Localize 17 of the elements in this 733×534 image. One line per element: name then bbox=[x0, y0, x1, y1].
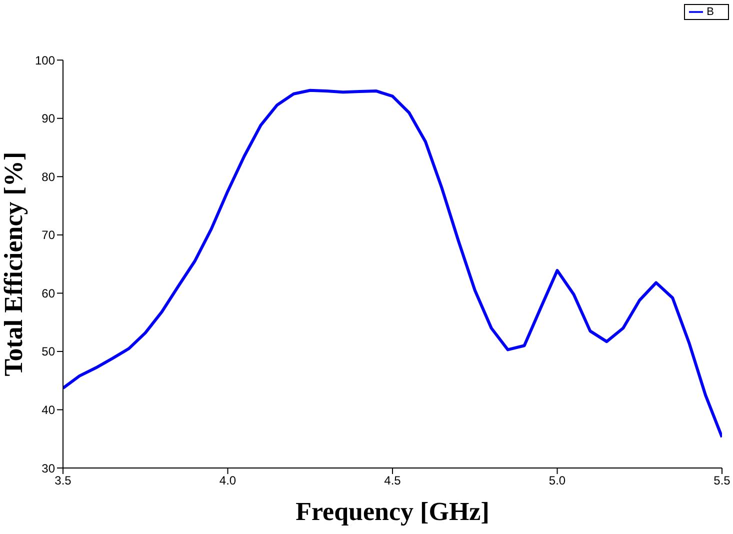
y-axis-title: Total Efficiency [%] bbox=[0, 152, 28, 376]
x-tick-label: 5.5 bbox=[714, 474, 731, 488]
y-tick-label: 40 bbox=[42, 402, 56, 417]
x-tick-label: 4.5 bbox=[384, 474, 402, 488]
y-tick-label: 100 bbox=[34, 53, 56, 68]
y-tick-label: 60 bbox=[42, 286, 56, 300]
x-tick-label: 5.0 bbox=[548, 474, 566, 488]
x-tick-label: 3.5 bbox=[54, 474, 72, 488]
y-tick-label: 30 bbox=[42, 461, 56, 476]
x-tick-label: 4.0 bbox=[219, 474, 236, 488]
y-tick-label: 70 bbox=[42, 228, 56, 242]
y-tick-label: 90 bbox=[42, 112, 56, 126]
y-tick-label: 80 bbox=[42, 170, 56, 184]
y-tick-label: 50 bbox=[42, 344, 56, 359]
legend-label: B bbox=[706, 6, 714, 18]
line-series bbox=[63, 88, 722, 439]
x-axis-title: Frequency [GHz] bbox=[296, 497, 490, 526]
